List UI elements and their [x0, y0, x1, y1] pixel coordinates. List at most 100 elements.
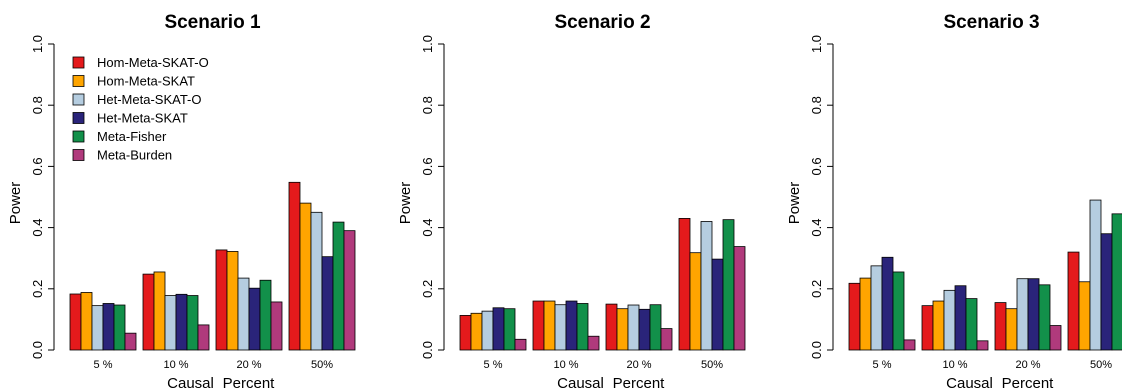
legend-label: Meta-Fisher [97, 129, 167, 144]
chart-panel-3: Scenario 3 0.0 0.2 0.4 0.6 0.8 1.0 Power 5 % 10 %… [786, 12, 1122, 391]
bar [1111, 213, 1122, 351]
y-tick-label: 0.0 [809, 341, 824, 359]
legend-label: Meta-Burden [97, 148, 172, 163]
legend: Hom-Meta-SKAT-O Hom-Meta-SKAT Het-Meta-SKA… [72, 55, 209, 163]
x-category-label: 10 % [163, 359, 188, 371]
bar [565, 300, 578, 351]
y-axis-title: Power [7, 182, 24, 225]
x-category-label: 50% [311, 359, 333, 371]
bar [164, 295, 177, 351]
bar [1005, 308, 1018, 351]
bar [69, 293, 82, 351]
y-tick-label: 0.8 [30, 96, 45, 114]
y-tick-label: 0.8 [809, 96, 824, 114]
legend-swatch [72, 130, 85, 143]
y-tick-label: 0.2 [420, 280, 435, 298]
x-category-label: 50% [1090, 359, 1112, 371]
x-category-label: 10 % [553, 359, 578, 371]
bar [514, 338, 527, 351]
y-tick-label: 1.0 [420, 35, 435, 53]
x-axis-title-word: Causal [946, 375, 993, 391]
legend-swatch [72, 149, 85, 161]
x-axis-title-word: Causal [557, 375, 604, 391]
bar [965, 298, 978, 351]
y-tick-label: 0.4 [420, 219, 435, 237]
y-tick-label: 1.0 [30, 35, 45, 53]
bar [1078, 281, 1091, 351]
bar [532, 300, 545, 351]
bar [321, 256, 334, 351]
y-tick-label: 0.4 [30, 219, 45, 237]
x-axis-title-word: Percent [223, 375, 276, 391]
bar [1038, 284, 1051, 351]
legend-label: Hom-Meta-SKAT-O [97, 55, 209, 70]
bar [113, 304, 126, 351]
bar [186, 295, 199, 351]
chart-title: Scenario 2 [554, 12, 650, 33]
y-tick-label: 0.8 [420, 96, 435, 114]
x-axis-title-word: Causal [167, 375, 214, 391]
x-category-label: 5 % [94, 359, 113, 371]
bar [481, 310, 494, 351]
y-tick-label: 1.0 [809, 35, 824, 53]
bar [470, 312, 483, 351]
bar [943, 289, 956, 351]
bar [543, 300, 556, 351]
bar [142, 273, 155, 351]
bar [627, 304, 640, 351]
bar [310, 211, 323, 351]
bar [678, 218, 691, 351]
x-category-label: 20 % [1015, 359, 1040, 371]
bar [343, 230, 356, 351]
legend-swatch [72, 75, 85, 87]
bar [248, 287, 261, 351]
bar [153, 271, 166, 351]
bar [80, 292, 93, 351]
legend-swatch [72, 112, 85, 124]
legend-label: Het-Meta-SKAT [97, 111, 188, 126]
x-category-label: 10 % [942, 359, 967, 371]
x-category-label: 20 % [626, 359, 651, 371]
y-tick-label: 0.6 [30, 157, 45, 175]
bar [616, 308, 629, 351]
x-category-label: 5 % [484, 359, 503, 371]
bar [605, 303, 618, 351]
bar [459, 315, 472, 351]
bar [237, 277, 250, 351]
bar [903, 339, 916, 351]
bar [270, 301, 283, 351]
bar [197, 324, 210, 351]
bar [638, 308, 651, 351]
bar [859, 277, 872, 351]
bar [700, 221, 713, 351]
bar [503, 308, 516, 351]
bar [649, 304, 662, 351]
bar [881, 256, 894, 351]
bar [91, 305, 104, 351]
legend-label: Hom-Meta-SKAT [97, 74, 195, 89]
legend-swatch [72, 93, 85, 106]
bar [332, 221, 345, 351]
bar [892, 271, 905, 351]
chart-title: Scenario 3 [943, 12, 1039, 33]
bar [722, 219, 735, 351]
y-tick-label: 0.6 [420, 157, 435, 175]
bar [102, 303, 115, 351]
bar [554, 304, 567, 351]
bar [848, 282, 861, 351]
chart-panel-2: Scenario 2 0.0 0.2 0.4 0.6 0.8 1.0 Power 5 % 10 %… [397, 12, 746, 391]
bar [932, 300, 945, 351]
bar [259, 279, 272, 351]
x-category-label: 5 % [873, 359, 892, 371]
x-axis-title-word: Percent [613, 375, 666, 391]
y-tick-label: 0.4 [809, 219, 824, 237]
bar [1049, 325, 1062, 351]
bar [215, 249, 228, 351]
bar [1027, 278, 1040, 351]
y-tick-label: 0.6 [809, 157, 824, 175]
bar [1067, 251, 1080, 351]
y-tick-label: 0.0 [420, 341, 435, 359]
y-axis-title: Power [786, 182, 803, 225]
bar [492, 307, 505, 351]
